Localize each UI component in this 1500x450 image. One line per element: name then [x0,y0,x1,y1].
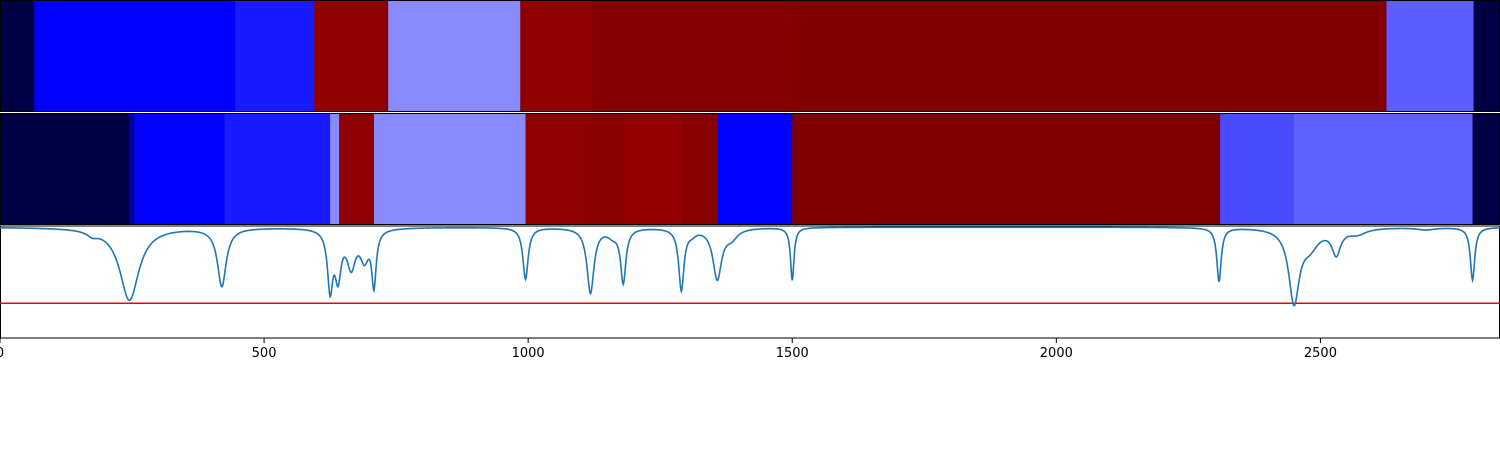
top-band-segment-2 [235,0,315,112]
middle-band-segment-10 [681,113,718,225]
bottom-line-plot [0,225,1500,339]
middle-band-segment-15 [1472,113,1500,225]
x-axis: 0 500 1000 1500 2000 2500 [0,338,1337,361]
x-tick-label-2500: 2500 [1304,346,1337,361]
top-band-segment-8 [1386,0,1475,112]
x-tick-label-500: 500 [252,346,277,361]
middle-band-segment-4 [330,113,340,225]
middle-band-segment-6 [373,113,527,225]
x-tick-label-1500: 1500 [776,346,809,361]
middle-band-segment-7 [525,113,591,225]
x-tick-label-1000: 1000 [512,346,545,361]
x-tick-label-2000: 2000 [1040,346,1073,361]
top-band-segment-7 [792,0,1387,112]
middle-heatmap-band [0,113,1500,225]
top-band-segment-0 [0,0,35,112]
top-band-segment-3 [314,0,389,112]
spectrum-series-line [0,226,1500,307]
middle-band-segment-8 [590,113,624,225]
middle-band-segment-11 [717,113,793,225]
top-band-segment-5 [520,0,593,112]
middle-band-segment-9 [623,113,682,225]
middle-band-segment-3 [224,113,331,225]
middle-band-segment-0 [0,113,130,225]
top-band-segment-9 [1473,0,1500,112]
top-band-segment-4 [388,0,521,112]
x-tick-label-0: 0 [0,346,4,361]
top-heatmap-band [0,0,1500,112]
top-band-segment-6 [591,0,793,112]
middle-band-segment-13 [1220,113,1295,225]
middle-band-segment-14 [1294,113,1474,225]
middle-band-segment-2 [134,113,225,225]
plot-frame [0,225,1500,339]
middle-band-segment-12 [792,113,1221,225]
top-band-segment-1 [34,0,236,112]
middle-band-segment-5 [339,113,375,225]
middle-band-segment-1 [129,113,136,225]
